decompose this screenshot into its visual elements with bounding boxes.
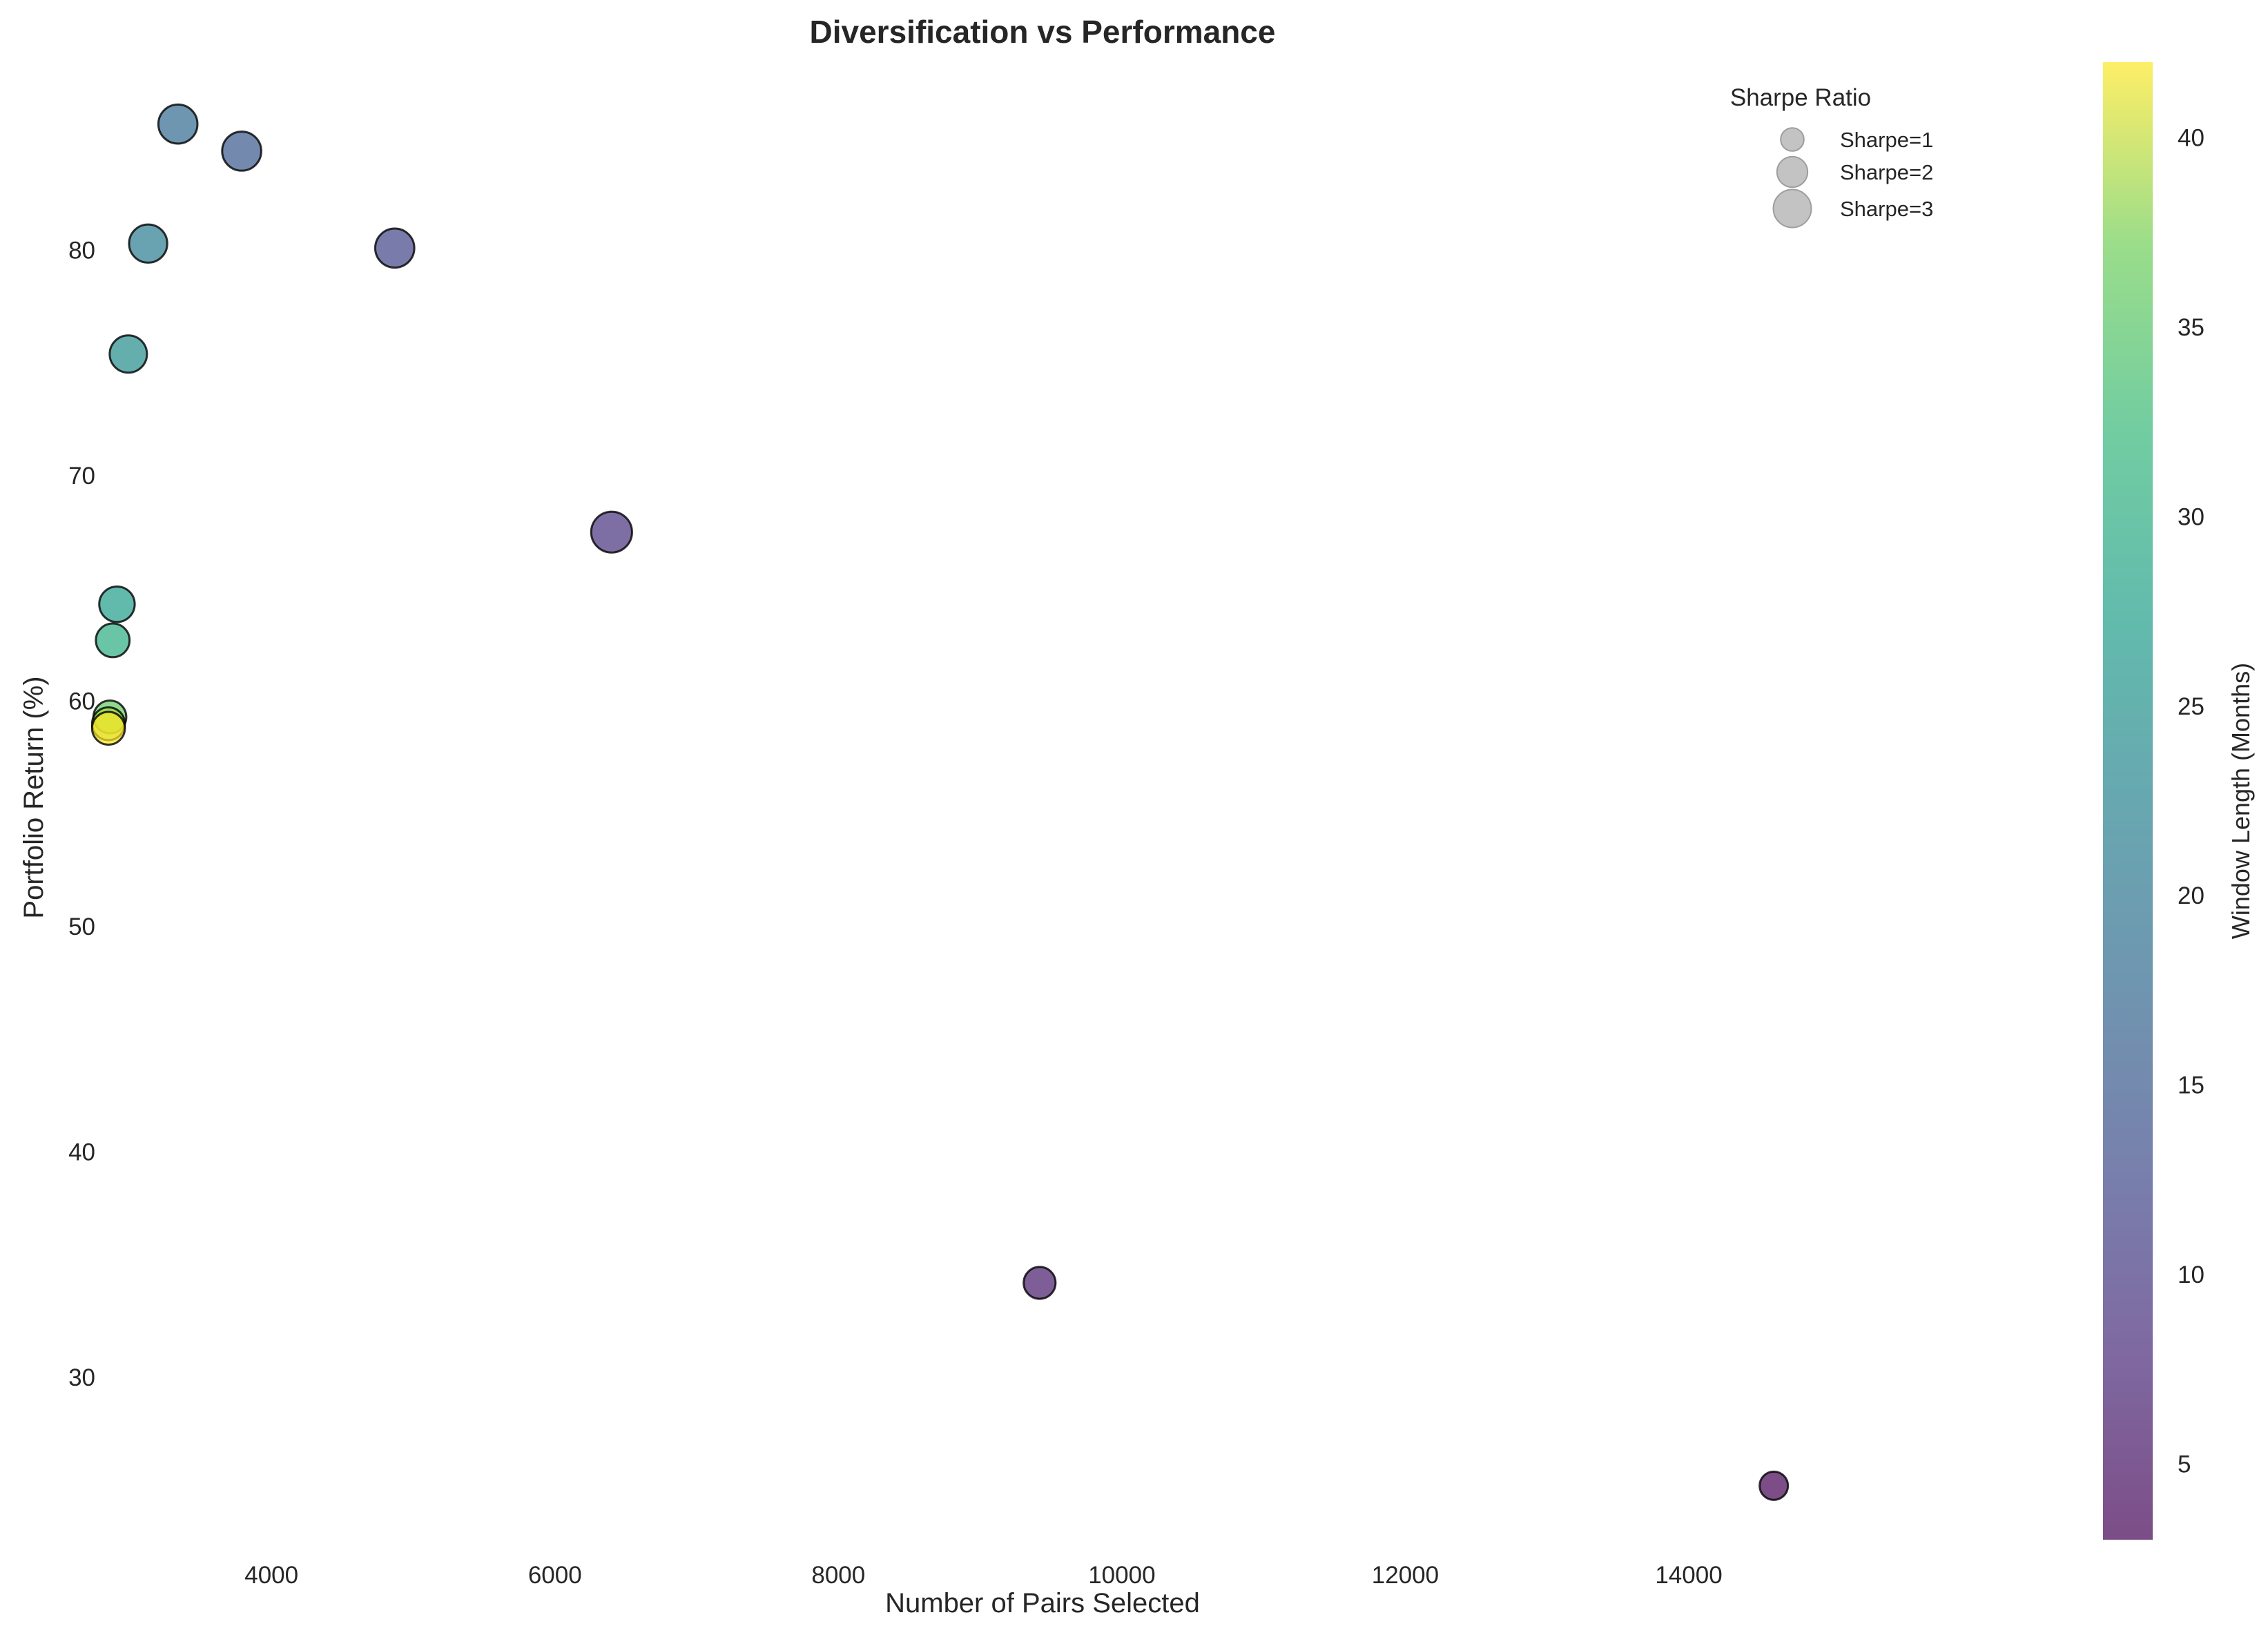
scatter-point: [221, 130, 262, 172]
colorbar-tick-label: 25: [2178, 693, 2204, 720]
scatter-point: [1022, 1266, 1057, 1300]
scatter-point: [1758, 1470, 1790, 1501]
scatter-point: [128, 223, 168, 264]
legend-marker: [1772, 188, 1812, 229]
legend-label: Sharpe=2: [1840, 160, 1933, 184]
y-tick-label: 30: [68, 1364, 95, 1391]
x-tick-label: 4000: [244, 1562, 298, 1589]
legend-entries: Sharpe=1 Sharpe=2 Sharpe=3: [1772, 127, 1933, 229]
scatter-point: [90, 710, 126, 746]
scatter-point: [157, 103, 199, 145]
y-tick-label: 50: [68, 913, 95, 940]
x-tick-label: 10000: [1088, 1562, 1155, 1589]
y-tick-label: 60: [68, 688, 95, 715]
colorbar-ticks: 5 10 15 20 25 30 35 40: [2178, 125, 2204, 1478]
legend-label: Sharpe=1: [1840, 128, 1933, 152]
x-axis-label: Number of Pairs Selected: [885, 1588, 1200, 1618]
colorbar-label: Window Length (Months): [2227, 663, 2255, 939]
y-tick-label: 70: [68, 463, 95, 490]
colorbar: 5 10 15 20 25 30 35 40 Window Length (Months): [2103, 62, 2255, 1540]
colorbar-tick-label: 15: [2178, 1072, 2204, 1099]
chart-title: Diversification vs Performance: [810, 14, 1276, 50]
y-tick-label: 80: [68, 238, 95, 264]
colorbar-tick-label: 40: [2178, 125, 2204, 152]
colorbar-tick-label: 30: [2178, 503, 2204, 530]
colorbar-tick-label: 35: [2178, 314, 2204, 341]
x-tick-label: 12000: [1372, 1562, 1439, 1589]
legend-marker: [1776, 155, 1809, 188]
colorbar-tick-label: 10: [2178, 1261, 2204, 1288]
scatter-point: [590, 510, 633, 554]
x-tick-label: 8000: [811, 1562, 865, 1589]
colorbar-tick-label: 5: [2178, 1451, 2191, 1478]
scatter-point: [98, 585, 136, 623]
scatter-point: [95, 622, 131, 659]
y-axis-ticks: 30 40 50 60 70 80: [68, 238, 95, 1392]
legend-label: Sharpe=3: [1840, 197, 1933, 221]
colorbar-gradient: [2103, 62, 2153, 1540]
y-axis-label: Portfolio Return (%): [19, 676, 49, 918]
x-tick-label: 6000: [528, 1562, 582, 1589]
y-tick-label: 40: [68, 1139, 95, 1166]
x-tick-label: 14000: [1655, 1562, 1722, 1589]
scatter-point: [374, 227, 416, 269]
points-layer: [90, 103, 1790, 1501]
scatter-point: [108, 334, 148, 374]
sharpe-size-legend: Sharpe Ratio Sharpe=1 Sharpe=2 Sharpe=3: [1730, 84, 1933, 229]
legend-title: Sharpe Ratio: [1730, 84, 1871, 111]
legend-marker: [1780, 127, 1805, 152]
colorbar-tick-label: 20: [2178, 882, 2204, 909]
x-axis-ticks: 4000 6000 8000 10000 12000 14000: [244, 1562, 1722, 1589]
